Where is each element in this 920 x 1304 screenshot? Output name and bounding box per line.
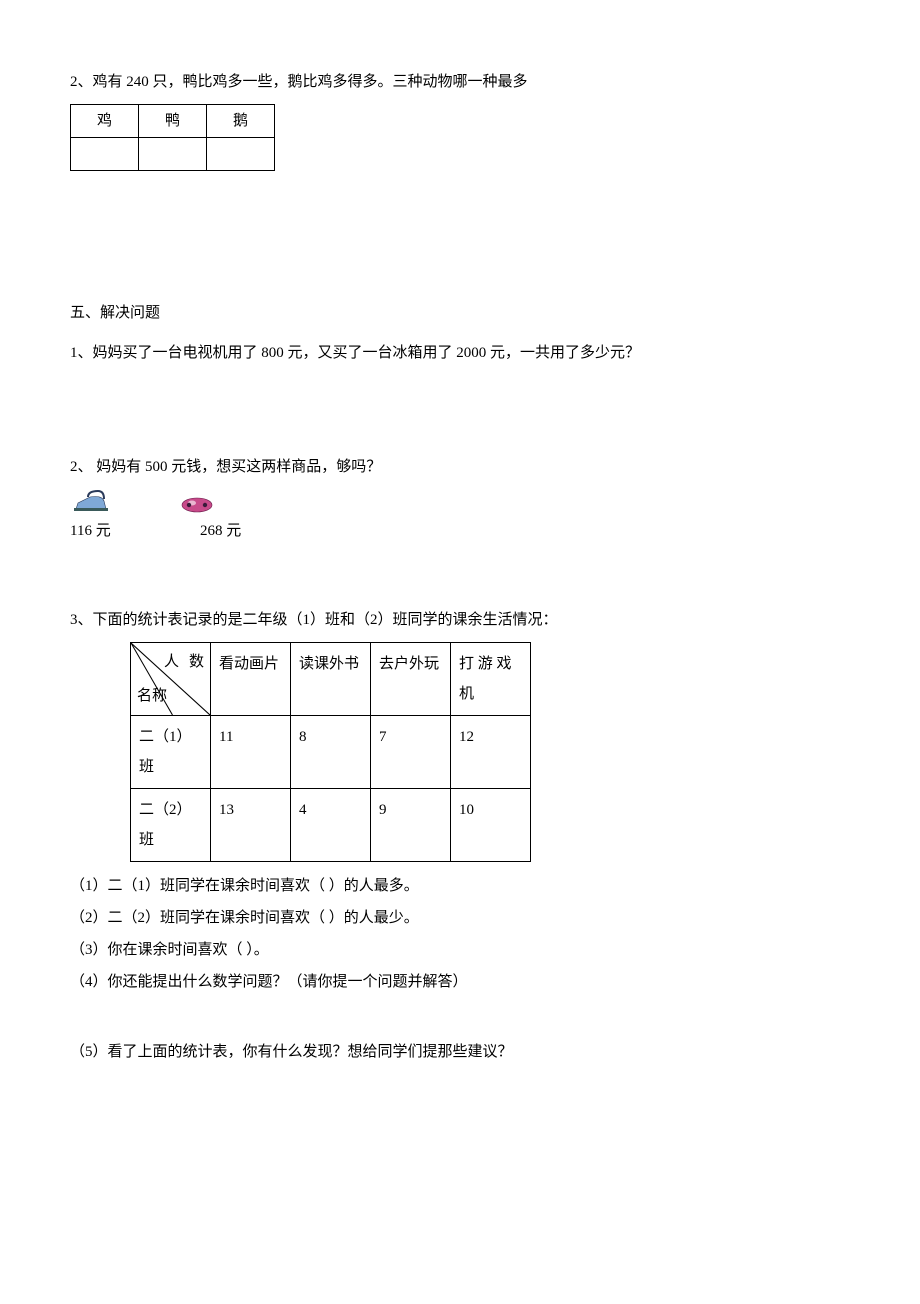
stats-cell: 12 — [451, 716, 531, 789]
stats-col-gaming: 打 游 戏机 — [451, 643, 531, 716]
stats-col-outdoor: 去户外玩 — [371, 643, 451, 716]
s5-q2-text: 2、 妈妈有 500 元钱，想买这两样商品，够吗？ — [70, 455, 850, 479]
section-5-title: 五、解决问题 — [70, 301, 850, 325]
stats-col-cartoon: 看动画片 — [211, 643, 291, 716]
stats-cell: 11 — [211, 716, 291, 789]
radio-icon — [180, 495, 214, 513]
price-iron: 116 元 — [70, 519, 200, 543]
table-row — [71, 138, 275, 171]
stats-cell: 8 — [291, 716, 371, 789]
stats-cell: 4 — [291, 789, 371, 862]
corner-top-b: 数 — [189, 647, 204, 677]
stats-row-class1: 二（1）班 — [131, 716, 211, 789]
stats-cell: 10 — [451, 789, 531, 862]
iron-icon — [70, 489, 110, 513]
sub-questions: （1）二（1）班同学在课余时间喜欢（ ）的人最多。 （2）二（2）班同学在课余时… — [70, 874, 850, 1064]
corner-top-a: 人 — [164, 647, 179, 677]
q2-text: 2、鸡有 240 只，鸭比鸡多一些，鹅比鸡多得多。三种动物哪一种最多 — [70, 70, 850, 94]
stats-cell: 13 — [211, 789, 291, 862]
stats-row-class2: 二（2）班 — [131, 789, 211, 862]
corner-bottom: 名称 — [137, 681, 167, 711]
subq-3: （3）你在课余时间喜欢（ ）。 — [70, 938, 850, 962]
table-row: 人 数 名称 看动画片 读课外书 去户外玩 打 游 戏机 — [131, 643, 531, 716]
price-radio: 268 元 — [200, 519, 241, 543]
s5-q3-text: 3、下面的统计表记录的是二年级（1）班和（2）班同学的课余生活情况： — [70, 608, 850, 632]
stats-corner-header: 人 数 名称 — [131, 643, 211, 716]
table-row: 二（1）班 11 8 7 12 — [131, 716, 531, 789]
table-row: 鸡 鸭 鹅 — [71, 105, 275, 138]
animals-cell — [207, 138, 275, 171]
subq-2: （2）二（2）班同学在课余时间喜欢（ ）的人最少。 — [70, 906, 850, 930]
stats-cell: 7 — [371, 716, 451, 789]
subq-1: （1）二（1）班同学在课余时间喜欢（ ）的人最多。 — [70, 874, 850, 898]
animals-cell — [139, 138, 207, 171]
animals-col-duck: 鸭 — [139, 105, 207, 138]
s5-q1-text: 1、妈妈买了一台电视机用了 800 元，又买了一台冰箱用了 2000 元，一共用… — [70, 341, 850, 365]
animals-table: 鸡 鸭 鹅 — [70, 104, 275, 171]
subq-4: （4）你还能提出什么数学问题？（请你提一个问题并解答） — [70, 970, 850, 994]
stats-cell: 9 — [371, 789, 451, 862]
product-radio — [180, 495, 214, 513]
subq-5: （5）看了上面的统计表，你有什么发现？想给同学们提那些建议？ — [70, 1040, 850, 1064]
product-iron — [70, 489, 110, 513]
stats-col-reading: 读课外书 — [291, 643, 371, 716]
animals-cell — [71, 138, 139, 171]
products-row — [70, 489, 850, 513]
prices-row: 116 元 268 元 — [70, 519, 850, 543]
animals-col-goose: 鹅 — [207, 105, 275, 138]
animals-col-chicken: 鸡 — [71, 105, 139, 138]
table-row: 二（2）班 13 4 9 10 — [131, 789, 531, 862]
stats-table: 人 数 名称 看动画片 读课外书 去户外玩 打 游 戏机 二（1）班 11 8 … — [130, 642, 531, 862]
